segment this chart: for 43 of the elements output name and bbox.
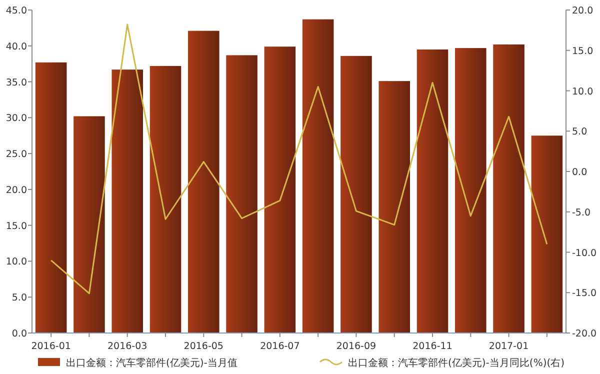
x-tick-label: 2016-03 bbox=[108, 341, 148, 352]
bar bbox=[188, 30, 220, 333]
y-tick-label: 20.0 bbox=[6, 184, 27, 196]
bar bbox=[302, 19, 334, 333]
y-tick-label: 10.0 bbox=[6, 256, 27, 268]
y-tick-label: 45.0 bbox=[6, 6, 27, 16]
bar bbox=[378, 81, 410, 333]
bar bbox=[112, 70, 143, 333]
x-tick-label: 2016-09 bbox=[336, 341, 376, 352]
y-tick-label: 15.0 bbox=[6, 220, 27, 232]
bar bbox=[226, 55, 258, 333]
legend-label: 出口金额：汽车零部件(亿美元)-当月同比(%)(右) bbox=[348, 357, 565, 369]
y2-tick-label: 10.0 bbox=[572, 86, 594, 98]
y-tick-label: 5.0 bbox=[12, 292, 27, 304]
y2-tick-label: 15.0 bbox=[572, 46, 594, 57]
bar bbox=[455, 48, 486, 333]
line-series bbox=[50, 24, 548, 294]
x-tick-label: 2016-07 bbox=[260, 341, 300, 352]
x-tick-label: 2017-01 bbox=[488, 341, 529, 352]
y2-tick-label: 0.0 bbox=[572, 167, 588, 178]
bar bbox=[531, 136, 563, 333]
y-tick-label: 30.0 bbox=[6, 113, 27, 124]
y-tick-label: 0.0 bbox=[12, 328, 27, 340]
x-tick-label: 2016-05 bbox=[184, 341, 224, 352]
bar bbox=[340, 56, 372, 333]
x-tick-label: 2016-01 bbox=[31, 341, 71, 352]
y2-tick-label: -20.0 bbox=[572, 328, 597, 340]
bar bbox=[150, 66, 182, 333]
legend-label: 出口金额：汽车零部件(亿美元)-当月值 bbox=[66, 357, 238, 369]
y2-tick-label: -10.0 bbox=[572, 248, 597, 259]
y2-tick-label: -5.0 bbox=[572, 207, 591, 218]
y-tick-label: 35.0 bbox=[6, 77, 27, 88]
y-tick-label: 40.0 bbox=[6, 41, 27, 52]
y-tick-label: 25.0 bbox=[6, 149, 27, 160]
y2-tick-label: 5.0 bbox=[572, 126, 588, 138]
x-tick-label: 2016-11 bbox=[412, 341, 452, 352]
y2-tick-label: -15.0 bbox=[572, 288, 597, 300]
bar bbox=[416, 49, 448, 333]
y2-tick-label: 20.0 bbox=[572, 6, 594, 16]
bar bbox=[35, 62, 67, 333]
bar bbox=[74, 116, 105, 333]
bar bbox=[264, 46, 296, 333]
bar bbox=[493, 44, 524, 333]
